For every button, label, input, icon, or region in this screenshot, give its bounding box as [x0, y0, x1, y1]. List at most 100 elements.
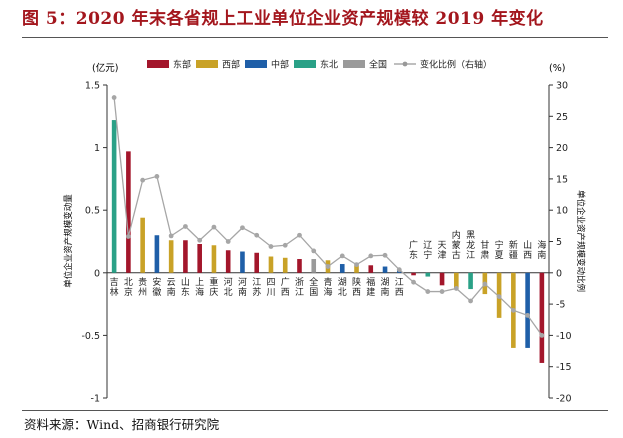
ratio-point [510, 307, 516, 313]
ratio-point [197, 237, 203, 243]
legend-swatch [245, 60, 267, 68]
x-tick-label: 全国 [309, 276, 318, 298]
ratio-point [539, 333, 545, 338]
bar [211, 245, 217, 273]
legend-label: 全国 [369, 59, 387, 71]
bar [225, 250, 231, 273]
legend-label: 东部 [173, 59, 191, 71]
x-tick-label: 宁夏 [495, 239, 504, 261]
y-right-tick-label: 20 [556, 143, 568, 154]
x-tick-label: 重庆 [209, 276, 218, 298]
legend: 东部 西部 中部 东北 全国 变化比例（右轴） [147, 59, 492, 71]
x-tick-label: 云南 [167, 278, 176, 298]
bar [354, 265, 359, 273]
ratio-point [268, 244, 274, 249]
ratio-point [496, 294, 502, 299]
bar [368, 265, 374, 273]
ratio-point [140, 177, 146, 183]
bar [311, 259, 317, 273]
ratio-point [325, 264, 331, 269]
y-left-tick-label: 0 [94, 268, 100, 279]
x-tick-label: 贵州 [138, 276, 147, 298]
ratio-point [254, 232, 260, 238]
x-tick-label: 陕西 [352, 276, 361, 298]
ratio-point [183, 224, 188, 229]
bar [126, 151, 131, 273]
ratio-point [240, 225, 245, 231]
x-tick-label: 河北 [224, 276, 233, 298]
x-tick-label: 福建 [366, 276, 375, 298]
ratio-point [311, 248, 317, 254]
x-tick-label: 天津 [438, 241, 447, 261]
bar [525, 272, 530, 348]
ratio-point [368, 253, 374, 259]
ratio-point [453, 286, 459, 291]
x-tick-label: 江西 [395, 277, 404, 298]
x-tick-label: 湖北 [338, 277, 347, 298]
legend-label: 中部 [271, 59, 289, 71]
legend-line-marker [402, 61, 408, 67]
bar [140, 217, 145, 273]
x-tick-label: 辽宁 [423, 240, 432, 261]
legend-swatch [196, 60, 218, 68]
bar [425, 272, 431, 277]
y-right-tick-label: 30 [556, 81, 568, 92]
y-left-tick-label: -1 [91, 394, 100, 405]
ratio-point [154, 174, 160, 179]
x-tick-label: 青海 [323, 276, 332, 298]
x-tick-label: 山西 [523, 240, 532, 261]
y-right-tick-label: -20 [556, 394, 572, 405]
y-right-tick-label: -15 [556, 362, 572, 373]
top-rule [22, 37, 608, 38]
x-tick-label: 安徽 [152, 276, 161, 298]
x-tick-label: 北京 [124, 277, 133, 298]
ratio-point [339, 253, 345, 259]
legend-swatch [294, 60, 316, 68]
bar [439, 272, 445, 286]
bar [382, 266, 388, 273]
x-tick-label: 广西 [281, 276, 290, 298]
y-left-tick-label: 1.5 [85, 81, 100, 92]
x-tick-label: 黑龙江 [466, 230, 475, 261]
ratio-point [111, 95, 117, 100]
x-tick-label: 广东 [409, 239, 418, 261]
bar [454, 272, 459, 288]
ratio-point [211, 224, 217, 230]
y-left-tick-label: 1 [94, 143, 100, 154]
bar [297, 259, 302, 273]
ratio-point [396, 267, 402, 273]
bar [339, 264, 345, 273]
x-tick-label: 内蒙古 [452, 229, 461, 261]
ratio-point [225, 239, 231, 244]
ratio-point [525, 312, 531, 318]
bar [183, 240, 188, 273]
y-right-tick-label: 10 [556, 206, 568, 217]
y-right-tick-label: 15 [556, 174, 568, 185]
x-tick-label: 上海 [195, 277, 204, 298]
bar [254, 252, 260, 273]
bars [111, 120, 545, 363]
x-tick-label: 甘肃 [480, 239, 489, 261]
bar [197, 244, 202, 273]
ratio-point [468, 298, 473, 304]
ratio-point [354, 262, 359, 268]
y-left-tick-label: 0.5 [85, 206, 100, 217]
y-right-tick-label: 25 [556, 112, 568, 123]
legend-swatch [147, 60, 169, 68]
y-right-tick-label: 5 [556, 237, 562, 248]
ratio-point [382, 252, 388, 258]
y-right-tick-label: 0 [556, 268, 562, 279]
bar [111, 120, 117, 273]
y-left-unit: (亿元) [92, 62, 118, 74]
legend-label: 东北 [320, 59, 338, 71]
x-tick-labels: 吉林北京贵州安徽云南山东上海重庆河北河南江苏四川广西浙江全国青海湖北陕西福建湖南… [110, 229, 547, 298]
bar [282, 257, 288, 273]
x-tick-label: 四川 [266, 278, 275, 298]
legend-swatch [343, 60, 365, 68]
bar [268, 256, 274, 273]
y-right-tick-label: -5 [556, 300, 565, 311]
bar [168, 240, 174, 273]
bar [539, 272, 545, 363]
x-tick-label: 河南 [238, 276, 247, 298]
